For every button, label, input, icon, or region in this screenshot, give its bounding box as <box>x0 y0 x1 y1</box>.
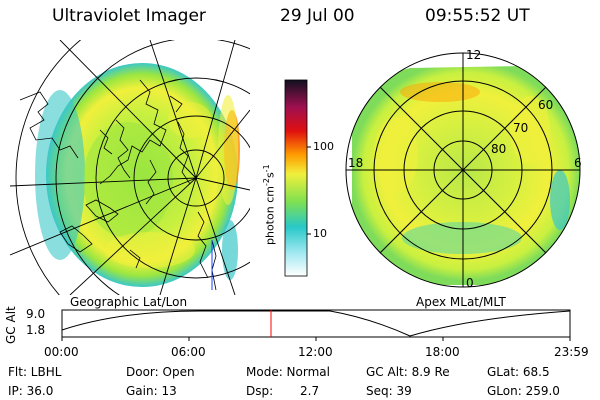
orbit-xtick-1200: 12:00 <box>298 345 333 359</box>
mlt-lines <box>346 53 580 287</box>
magnetic-caption: Apex MLat/MLT <box>416 295 506 309</box>
mlat-label-60: 60 <box>538 98 554 112</box>
lat-circles <box>15 40 250 295</box>
status-dsp-label: Dsp: <box>246 384 274 398</box>
mlt-label-6: 6 <box>574 156 582 170</box>
orbit-plot-frame <box>61 309 571 338</box>
status-door: Door: Open <box>126 365 195 379</box>
orbit-xtick-0600: 06:00 <box>171 345 206 359</box>
colorbar <box>284 79 308 277</box>
orbit-xtick-1800: 18:00 <box>425 345 460 359</box>
colorbar-tick-10: 10 <box>313 227 327 240</box>
status-glon: GLon: 259.0 <box>487 384 560 398</box>
instrument-title: Ultraviolet Imager <box>52 6 206 26</box>
orbit-ytick-9: 9.0 <box>26 307 46 321</box>
mlt-label-12: 12 <box>466 48 482 62</box>
colorbar-tick-100: 100 <box>313 140 334 153</box>
status-gain: Gain: 13 <box>126 384 177 398</box>
coastlines <box>19 79 217 291</box>
orbit-ytick-1.8: 1.8 <box>26 323 46 337</box>
orbit-ylabel: GC Alt <box>4 306 18 344</box>
orbit-altitude-curve <box>61 310 571 337</box>
orbit-xtick-0000: 00:00 <box>44 345 79 359</box>
mlat-label-70: 70 <box>513 121 529 135</box>
status-gcalt: GC Alt: 8.9 Re <box>366 365 450 379</box>
status-glat: GLat: 68.5 <box>487 365 550 379</box>
status-seq: Seq: 39 <box>366 384 412 398</box>
date-label: 29 Jul 00 <box>280 6 355 26</box>
status-flt: Flt: LBHL <box>8 365 62 379</box>
mlt-label-18: 18 <box>348 156 364 170</box>
orbit-xtick-2359: 23:59 <box>554 345 589 359</box>
colorbar-unit-label: photon cm-2s-1 <box>262 164 277 245</box>
time-label: 09:55:52 UT <box>425 6 530 26</box>
mlt-label-0: 0 <box>466 276 474 290</box>
geographic-panel <box>10 40 250 295</box>
status-ip: IP: 36.0 <box>8 384 54 398</box>
status-dsp-value: 2.7 <box>300 384 320 398</box>
geographic-caption: Geographic Lat/Lon <box>70 295 188 309</box>
mlat-label-80: 80 <box>491 142 507 156</box>
lon-lines <box>10 40 250 295</box>
status-mode: Mode: Normal <box>246 365 330 379</box>
